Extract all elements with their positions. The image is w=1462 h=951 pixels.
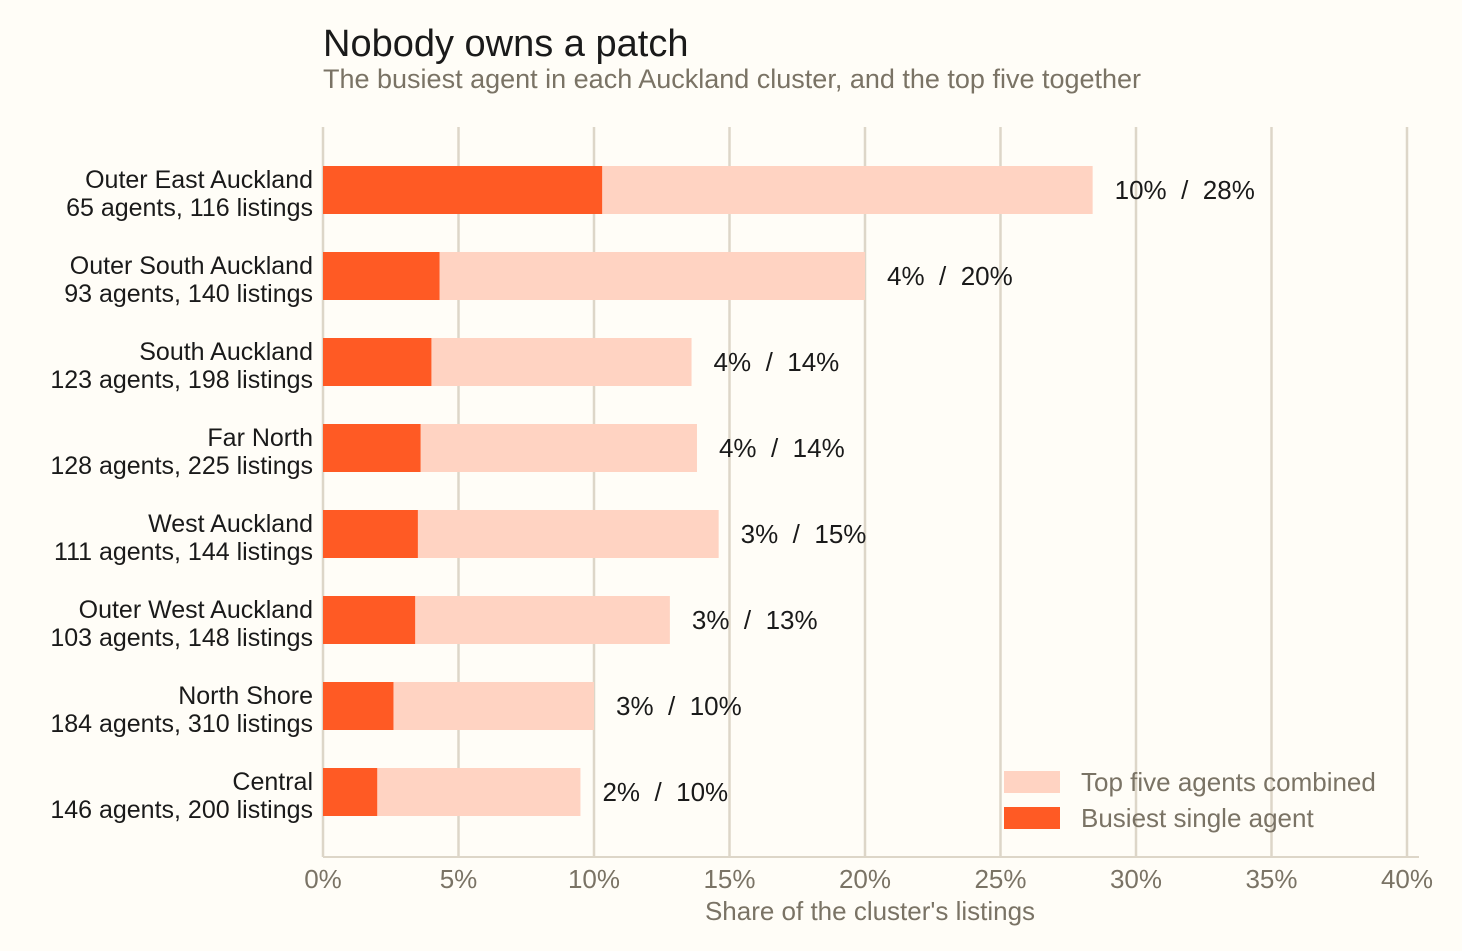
category-detail: 103 agents, 148 listings	[50, 624, 313, 652]
bar-busiest-agent	[323, 596, 416, 644]
x-axis-label: Share of the cluster's listings	[705, 896, 1035, 926]
category-name: Outer East Auckland	[85, 166, 313, 194]
legend-swatch	[1004, 771, 1060, 793]
bar-busiest-agent	[323, 338, 432, 386]
bar-busiest-agent	[323, 768, 378, 816]
x-ticks: 0% 5% 10% 15% 20% 25% 30% 35% 40%	[304, 864, 1433, 894]
category-name: South Auckland	[139, 338, 313, 366]
value-label: 4% / 14%	[714, 347, 840, 377]
x-tick-label: 35%	[1245, 864, 1297, 894]
bar-busiest-agent	[323, 682, 394, 730]
bar-busiest-agent	[323, 252, 440, 300]
category-name: Far North	[207, 424, 313, 452]
x-tick-label: 0%	[304, 864, 342, 894]
legend: Top five agents combined Busiest single a…	[1004, 767, 1376, 833]
bar-busiest-agent	[323, 510, 418, 558]
legend-swatch	[1004, 807, 1060, 829]
value-label: 4% / 14%	[719, 433, 845, 463]
category-detail: 93 agents, 140 listings	[64, 280, 313, 308]
category-detail: 128 agents, 225 listings	[50, 452, 313, 480]
grid	[321, 127, 1409, 857]
legend-label: Top five agents combined	[1081, 767, 1376, 797]
category-name: Outer West Auckland	[79, 596, 313, 624]
x-tick-label: 30%	[1110, 864, 1162, 894]
category-detail: 123 agents, 198 listings	[50, 366, 313, 394]
category-detail: 65 agents, 116 listings	[66, 194, 313, 222]
value-label: 3% / 15%	[741, 519, 867, 549]
category-detail: 146 agents, 200 listings	[50, 796, 313, 824]
value-labels: 10% / 28% 4% / 20% 4% / 14% 4% / 14% 3% / 15…	[602, 175, 1254, 807]
x-tick-label: 5%	[440, 864, 478, 894]
value-label: 10% / 28%	[1115, 175, 1255, 205]
bars	[323, 166, 1093, 816]
category-name: Outer South Auckland	[70, 252, 313, 280]
value-label: 4% / 20%	[887, 261, 1013, 291]
value-label: 2% / 10%	[602, 777, 728, 807]
category-detail: 184 agents, 310 listings	[50, 710, 313, 738]
category-name: North Shore	[178, 682, 313, 710]
x-tick-label: 20%	[839, 864, 891, 894]
value-label: 3% / 10%	[616, 691, 742, 721]
category-name: Central	[232, 768, 313, 796]
category-name: West Auckland	[148, 510, 313, 538]
x-tick-label: 40%	[1381, 864, 1433, 894]
value-label: 3% / 13%	[692, 605, 818, 635]
chart-subtitle: The busiest agent in each Auckland clust…	[323, 64, 1141, 94]
x-tick-label: 15%	[703, 864, 755, 894]
bar-busiest-agent	[323, 424, 421, 472]
x-tick-label: 10%	[568, 864, 620, 894]
chart-title: Nobody owns a patch	[323, 23, 688, 65]
bar-busiest-agent	[323, 166, 603, 214]
category-detail: 111 agents, 144 listings	[54, 538, 313, 566]
x-tick-label: 25%	[974, 864, 1026, 894]
legend-label: Busiest single agent	[1081, 803, 1314, 833]
